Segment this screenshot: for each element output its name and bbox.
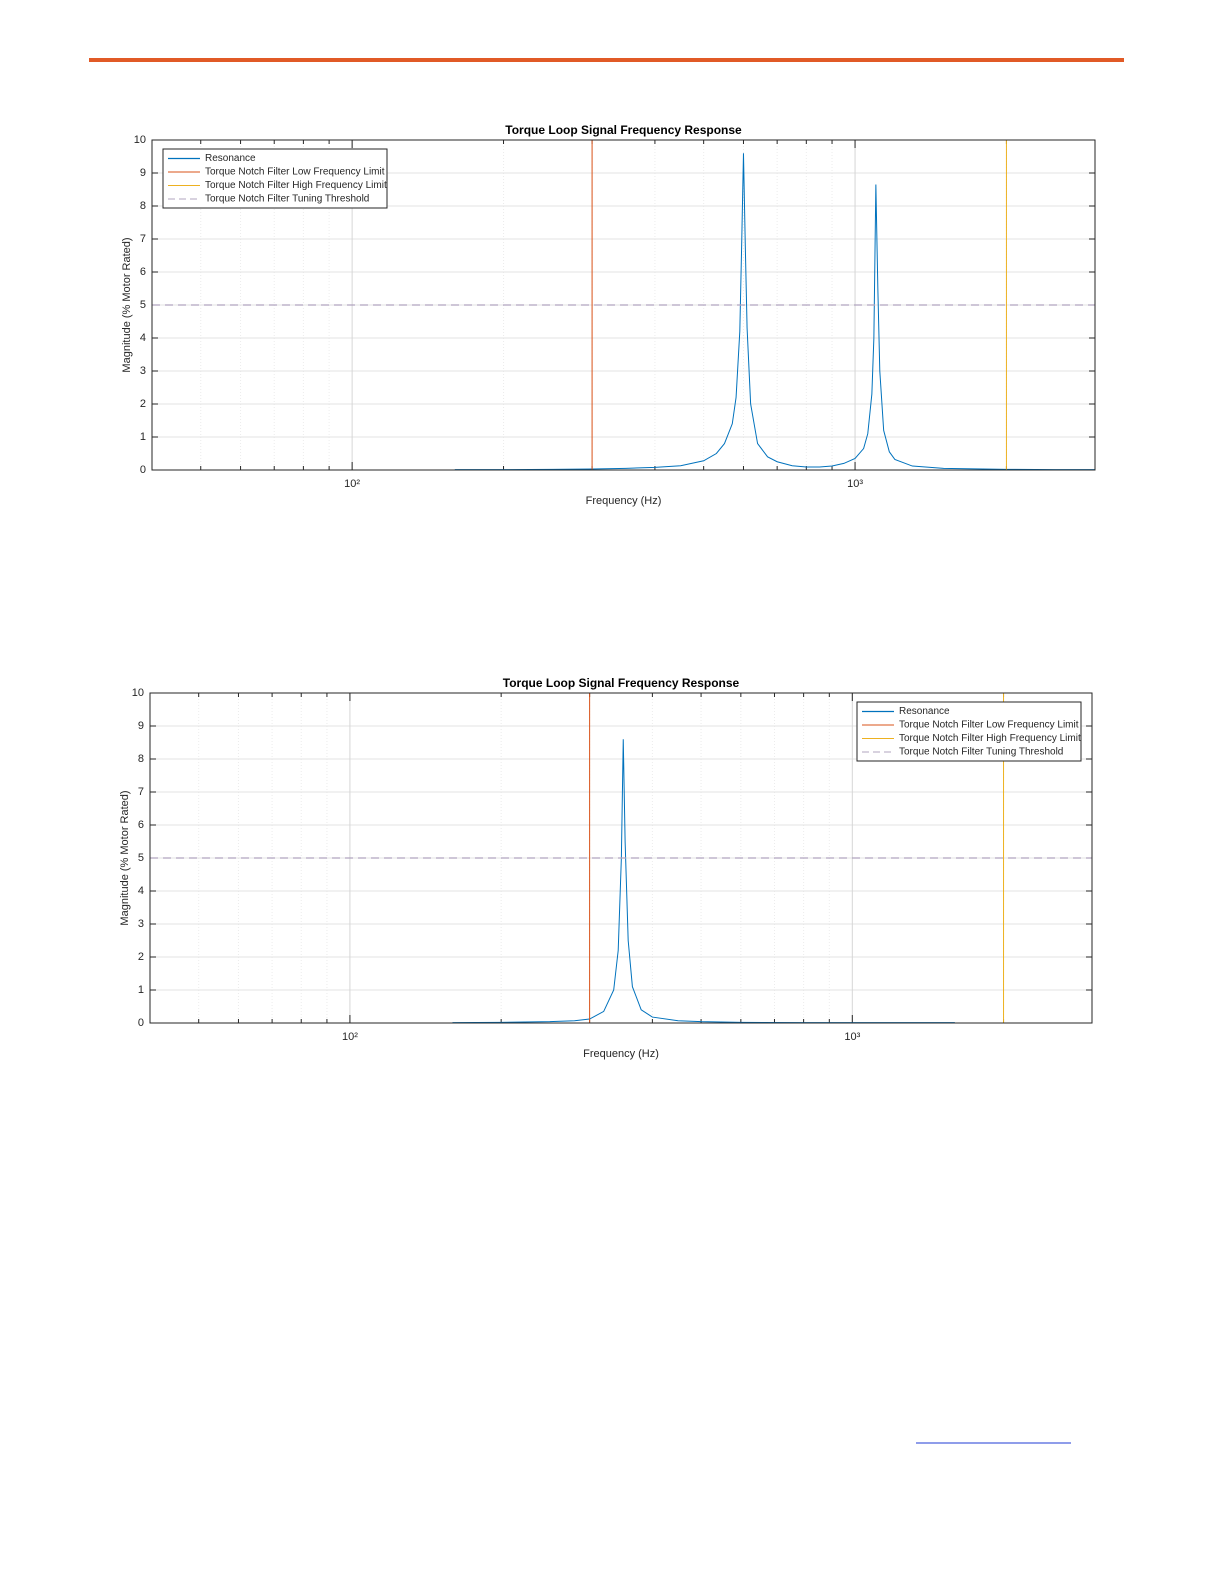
y-tick-label: 1 <box>140 431 146 443</box>
y-tick-label: 8 <box>140 200 146 212</box>
y-tick-label: 7 <box>138 786 144 798</box>
y-tick-label: 10 <box>134 134 146 146</box>
x-tick-label: 10² <box>342 1031 358 1043</box>
y-tick-label: 9 <box>140 167 146 179</box>
chart-title: Torque Loop Signal Frequency Response <box>503 676 740 690</box>
legend-box <box>162 148 388 209</box>
legend-label: Torque Notch Filter Low Frequency Limit <box>899 720 1079 731</box>
y-tick-label: 9 <box>138 720 144 732</box>
y-tick-label: 1 <box>138 984 144 996</box>
y-axis-label: Magnitude (% Motor Rated) <box>119 790 131 925</box>
resonance-line <box>454 153 1095 471</box>
legend-label: Resonance <box>899 706 950 717</box>
x-tick-label: 10³ <box>847 478 863 490</box>
legend-label: Torque Notch Filter Low Frequency Limit <box>205 167 385 178</box>
y-axis-label: Magnitude (% Motor Rated) <box>121 237 133 372</box>
legend-box <box>856 701 1082 762</box>
legend: Resonance Torque Notch Filter Low Frequen… <box>856 701 1082 762</box>
y-tick-label: 5 <box>138 852 144 864</box>
y-tick-label: 6 <box>138 819 144 831</box>
legend-label: Torque Notch Filter High Frequency Limit <box>899 733 1081 744</box>
plot-frame <box>151 139 1096 471</box>
legend: Resonance Torque Notch Filter Low Frequen… <box>162 148 388 209</box>
y-tick-label: 8 <box>138 753 144 765</box>
header-rule <box>89 58 1124 62</box>
legend-label: Resonance <box>205 153 256 164</box>
y-tick-label: 6 <box>140 266 146 278</box>
x-tick-label: 10² <box>344 478 360 490</box>
y-tick-label: 5 <box>140 299 146 311</box>
y-tick-label: 2 <box>138 951 144 963</box>
legend-label: Torque Notch Filter High Frequency Limit <box>205 180 387 191</box>
legend-label: Torque Notch Filter Tuning Threshold <box>899 747 1063 758</box>
y-tick-label: 10 <box>132 687 144 699</box>
x-axis-label: Frequency (Hz) <box>586 495 662 507</box>
y-tick-label: 3 <box>140 365 146 377</box>
chart-title: Torque Loop Signal Frequency Response <box>505 123 742 137</box>
y-tick-label: 4 <box>140 332 146 344</box>
x-tick-label: 10³ <box>844 1031 860 1043</box>
x-axis-label: Frequency (Hz) <box>583 1048 659 1060</box>
y-tick-label: 2 <box>140 398 146 410</box>
y-tick-label: 0 <box>138 1017 144 1029</box>
y-tick-label: 0 <box>140 464 146 476</box>
y-tick-label: 7 <box>140 233 146 245</box>
y-tick-label: 4 <box>138 885 144 897</box>
legend-label: Torque Notch Filter Tuning Threshold <box>205 194 369 205</box>
plot-frame <box>149 692 1093 1024</box>
y-tick-label: 3 <box>138 918 144 930</box>
